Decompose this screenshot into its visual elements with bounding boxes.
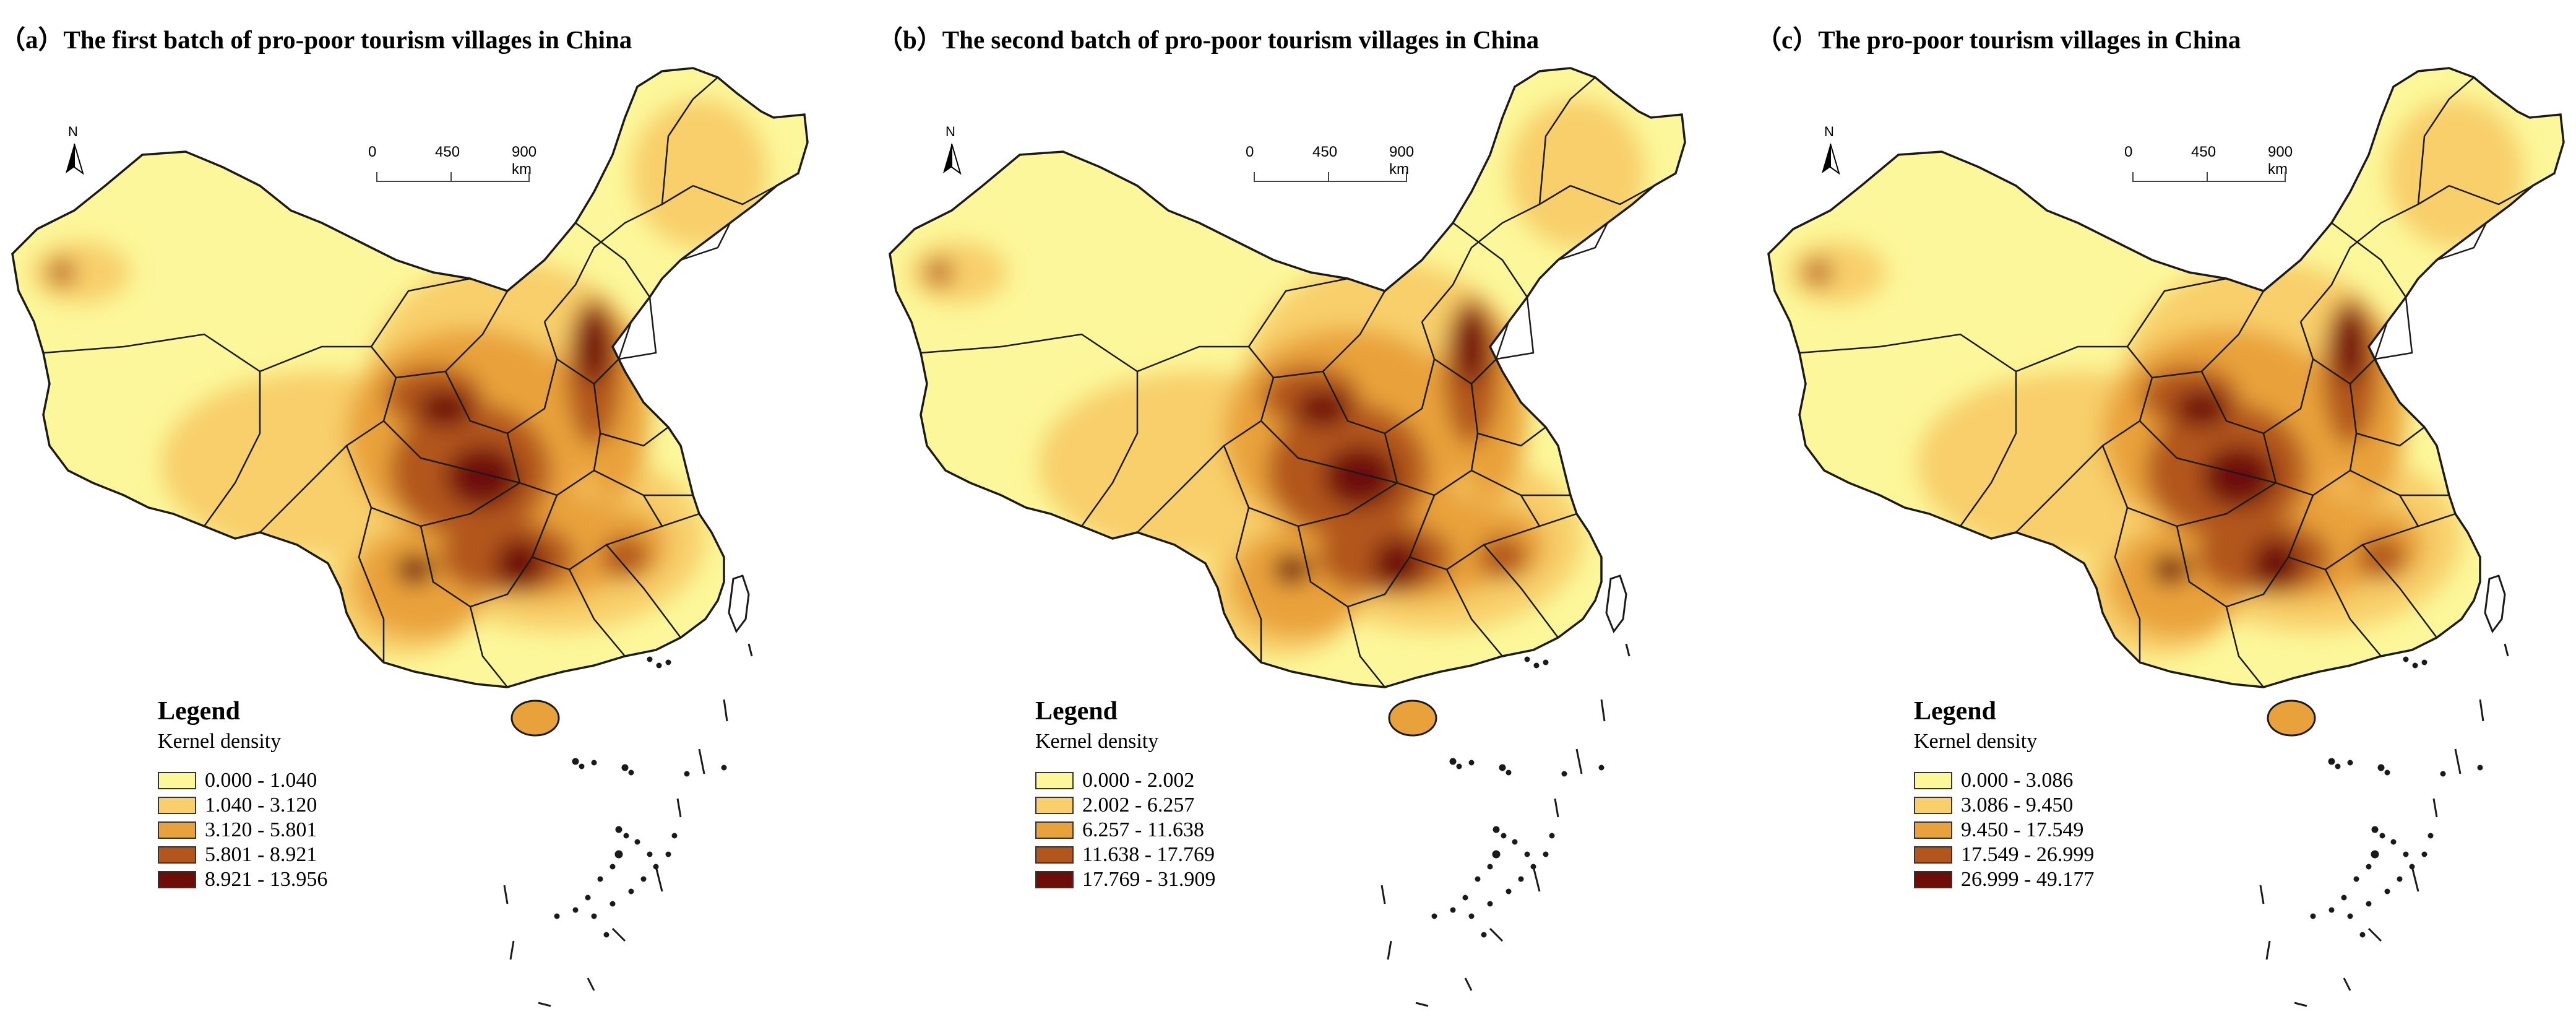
scale-midtick bbox=[1328, 172, 1329, 181]
legend-label: 2.002 - 6.257 bbox=[1082, 794, 1195, 817]
legend-subtitle: Kernel density bbox=[1914, 730, 2038, 753]
map-panel-b: （b）The second batch of pro-poor tourism … bbox=[877, 0, 1736, 1027]
legend-swatch bbox=[1914, 821, 1952, 839]
legend-label: 11.638 - 17.769 bbox=[1082, 843, 1215, 866]
legend-item: 9.450 - 17.549 bbox=[1914, 818, 2174, 843]
legend-swatch bbox=[1914, 797, 1952, 814]
scale-label-450: 450 bbox=[435, 144, 460, 160]
scale-label-0: 0 bbox=[2124, 144, 2133, 160]
map-panel-c: （c）The pro-poor tourism villages in Chin… bbox=[1756, 0, 2576, 1027]
legend-item: 17.769 - 31.909 bbox=[1035, 867, 1295, 892]
legend-label: 0.000 - 3.086 bbox=[1961, 769, 2074, 792]
legend-item: 2.002 - 6.257 bbox=[1035, 793, 1295, 818]
legend-label: 5.801 - 8.921 bbox=[205, 843, 317, 866]
legend-swatch bbox=[1914, 871, 1952, 888]
north-arrow-c: N bbox=[1818, 124, 1843, 192]
legend-item: 8.921 - 13.956 bbox=[158, 867, 418, 892]
legend-swatch bbox=[1035, 797, 1074, 814]
legend-swatch bbox=[1035, 846, 1074, 864]
north-arrow-icon bbox=[65, 144, 84, 174]
legend-swatch bbox=[1914, 846, 1952, 864]
north-label-c: N bbox=[1824, 124, 1834, 139]
scale-label-900: 900 km bbox=[512, 144, 537, 178]
legend-swatch bbox=[158, 846, 196, 864]
legend-title: Legend bbox=[1914, 697, 1997, 726]
legend-item: 0.000 - 1.040 bbox=[158, 768, 418, 793]
scale-bar-c: 0 450 900 km bbox=[2124, 144, 2310, 193]
legend-label: 9.450 - 17.549 bbox=[1961, 818, 2084, 841]
legend-label: 1.040 - 3.120 bbox=[205, 794, 317, 817]
panel-title-c: （c）The pro-poor tourism villages in Chin… bbox=[1756, 25, 2241, 54]
panel-title-b: （b）The second batch of pro-poor tourism … bbox=[877, 25, 1540, 54]
legend-swatch bbox=[1035, 772, 1074, 789]
scale-line bbox=[2132, 172, 2286, 182]
legend-a: Legend Kernel density 0.000 - 1.040 1.04… bbox=[158, 696, 418, 892]
legend-item: 0.000 - 2.002 bbox=[1035, 768, 1295, 793]
legend-c: Legend Kernel density 0.000 - 3.086 3.08… bbox=[1914, 696, 2174, 892]
legend-subtitle: Kernel density bbox=[158, 730, 282, 753]
legend-subtitle: Kernel density bbox=[1035, 730, 1159, 753]
scale-label-450: 450 bbox=[2191, 144, 2216, 160]
legend-swatch bbox=[158, 871, 196, 888]
scale-label-900: 900 km bbox=[2268, 144, 2293, 178]
scale-label-450: 450 bbox=[1312, 144, 1338, 160]
scale-midtick bbox=[2207, 172, 2208, 181]
legend-label: 26.999 - 49.177 bbox=[1961, 868, 2095, 891]
legend-label: 3.120 - 5.801 bbox=[205, 818, 317, 841]
legend-label: 8.921 - 13.956 bbox=[205, 868, 328, 891]
north-label-a: N bbox=[68, 124, 78, 139]
legend-swatch bbox=[158, 821, 196, 839]
legend-b: Legend Kernel density 0.000 - 2.002 2.00… bbox=[1035, 696, 1295, 892]
legend-item: 26.999 - 49.177 bbox=[1914, 867, 2174, 892]
scale-label-0: 0 bbox=[368, 144, 377, 160]
north-arrow-icon bbox=[942, 144, 961, 174]
legend-item: 5.801 - 8.921 bbox=[158, 843, 418, 867]
legend-label: 0.000 - 2.002 bbox=[1082, 769, 1195, 792]
scale-label-0: 0 bbox=[1246, 144, 1254, 160]
legend-swatch bbox=[158, 772, 196, 789]
legend-label: 6.257 - 11.638 bbox=[1082, 818, 1205, 841]
north-label-b: N bbox=[946, 124, 955, 139]
scale-label-900: 900 km bbox=[1389, 144, 1415, 178]
legend-swatch bbox=[158, 797, 196, 814]
north-arrow-a: N bbox=[62, 124, 87, 192]
legend-label: 0.000 - 1.040 bbox=[205, 769, 317, 792]
legend-swatch bbox=[1914, 772, 1952, 789]
panel-title-a: （a）The first batch of pro-poor tourism v… bbox=[0, 25, 632, 54]
legend-swatch bbox=[1035, 821, 1074, 839]
scale-midtick bbox=[450, 172, 452, 181]
legend-label: 3.086 - 9.450 bbox=[1961, 794, 2074, 817]
scale-bar-a: 0 450 900 km bbox=[368, 144, 554, 193]
scale-bar-b: 0 450 900 km bbox=[1246, 144, 1431, 193]
north-arrow-icon bbox=[1821, 144, 1840, 174]
legend-item: 11.638 - 17.769 bbox=[1035, 843, 1295, 867]
legend-label: 17.549 - 26.999 bbox=[1961, 843, 2095, 866]
legend-item: 17.549 - 26.999 bbox=[1914, 843, 2174, 867]
legend-item: 3.120 - 5.801 bbox=[158, 818, 418, 843]
legend-item: 6.257 - 11.638 bbox=[1035, 818, 1295, 843]
legend-item: 3.086 - 9.450 bbox=[1914, 793, 2174, 818]
legend-title: Legend bbox=[1035, 697, 1118, 726]
north-arrow-b: N bbox=[939, 124, 964, 192]
scale-line bbox=[376, 172, 530, 182]
legend-swatch bbox=[1035, 871, 1074, 888]
map-panel-a: （a）The first batch of pro-poor tourism v… bbox=[0, 0, 859, 1027]
scale-line bbox=[1254, 172, 1407, 182]
legend-label: 17.769 - 31.909 bbox=[1082, 868, 1216, 891]
legend-title: Legend bbox=[158, 697, 241, 726]
legend-item: 0.000 - 3.086 bbox=[1914, 768, 2174, 793]
legend-item: 1.040 - 3.120 bbox=[158, 793, 418, 818]
